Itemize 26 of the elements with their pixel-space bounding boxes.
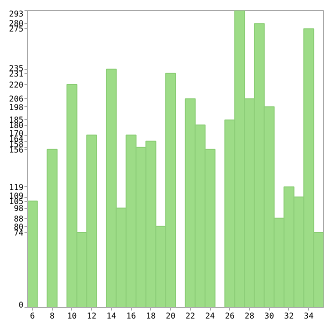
x-tick-label: 22 — [185, 312, 196, 320]
y-tick-label: 88 — [14, 214, 24, 224]
x-tick-label: 32 — [284, 312, 294, 320]
y-tick-label: 235 — [9, 64, 24, 73]
y-tick-label: 206 — [9, 94, 24, 104]
bar — [46, 148, 58, 308]
x-tick-label: 24 — [205, 312, 216, 320]
y-tick-label: 119 — [9, 182, 24, 192]
x-tick-label: 34 — [304, 312, 314, 320]
x-tick-label: 20 — [166, 312, 176, 320]
x-tick-label: 6 — [30, 312, 36, 320]
x-tick-label: 14 — [106, 312, 116, 320]
x-tick-label: 18 — [146, 312, 156, 320]
bar — [28, 200, 38, 308]
x-tick-label: 26 — [224, 312, 235, 320]
x-tick-label: 8 — [50, 312, 55, 320]
x-tick-label: 12 — [86, 312, 97, 320]
y-tick-label: 198 — [9, 102, 24, 112]
x-tick-label: 16 — [126, 312, 136, 320]
x-tick-label: 30 — [264, 312, 274, 320]
y-tick-label: 98 — [14, 204, 24, 214]
x-tick-label: 28 — [244, 312, 254, 320]
y-tick-label: 0 — [18, 300, 24, 310]
y-tick-label: 293 — [9, 10, 24, 18]
y-tick-label: 220 — [9, 80, 24, 90]
x-tick-label: 10 — [67, 312, 77, 320]
